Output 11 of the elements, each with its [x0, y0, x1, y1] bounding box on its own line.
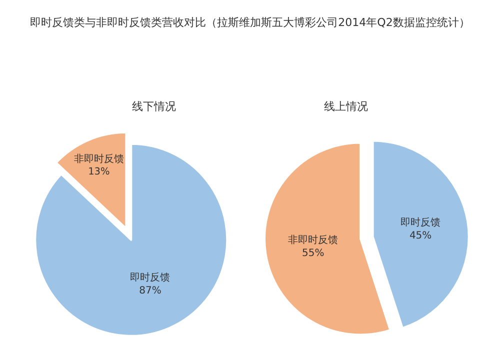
slice-label: 即时反馈	[400, 216, 441, 229]
slice-label: 即时反馈	[130, 271, 170, 284]
slice-label: 非即时反馈	[74, 152, 124, 165]
data-label: 45%	[409, 230, 432, 242]
chart-subtitle: 线上情况	[324, 100, 368, 113]
data-label: 13%	[88, 166, 110, 178]
data-label: 87%	[139, 285, 162, 296]
data-label: 55%	[302, 248, 324, 259]
slice-label: 非即时反馈	[288, 234, 338, 246]
chart-subtitle: 线下情况	[132, 100, 176, 113]
text: 即时反馈类与非即时反馈类营收对比（拉斯维加斯五大博彩公司2014年Q2数据监控统计）	[30, 16, 470, 29]
